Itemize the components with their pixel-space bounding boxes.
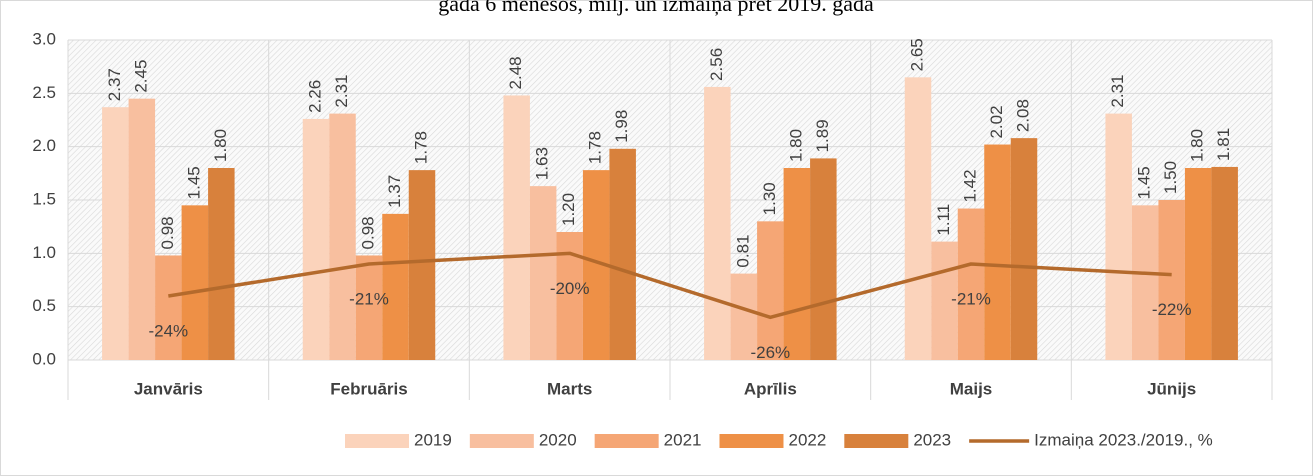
bar — [1010, 138, 1038, 360]
bar-value-label: 0.98 — [158, 216, 177, 249]
bar-value-label: 1.80 — [1188, 129, 1207, 162]
y-tick-label: 2.0 — [32, 136, 56, 155]
bar-value-label: 2.02 — [987, 105, 1006, 138]
bar-value-label: 1.50 — [1161, 161, 1180, 194]
line-value-label: -22% — [1152, 300, 1192, 319]
bar-value-label: 1.45 — [1135, 166, 1154, 199]
bar — [382, 213, 409, 360]
bar — [931, 241, 958, 360]
y-tick-label: 1.5 — [32, 189, 56, 208]
legend-swatch — [844, 434, 909, 448]
y-tick-label: 1.0 — [32, 243, 56, 262]
bar — [355, 255, 383, 360]
bar-value-label: 2.37 — [105, 68, 124, 101]
x-tick-label: Aprīlis — [744, 379, 797, 398]
x-tick-label: Maijs — [950, 379, 993, 398]
bar-value-label: 1.80 — [211, 129, 230, 162]
bar — [1211, 166, 1238, 360]
legend-label: 2021 — [664, 430, 702, 449]
line-value-label: -21% — [951, 289, 991, 308]
legend-swatch — [719, 434, 784, 448]
bar-value-label: 2.31 — [332, 75, 351, 108]
line-value-label: -24% — [148, 321, 188, 340]
bar-value-label: 1.30 — [760, 182, 779, 215]
bar-value-label: 1.42 — [960, 169, 979, 202]
bar — [810, 158, 837, 360]
legend-swatch — [345, 434, 409, 448]
bar — [155, 255, 182, 360]
bar — [208, 168, 235, 360]
bar-value-label: 1.89 — [813, 119, 832, 152]
bar — [1158, 200, 1185, 360]
x-tick-label: Jūnijs — [1147, 379, 1196, 398]
bar — [529, 186, 557, 360]
legend-label: Izmaiņa 2023./2019., % — [1034, 430, 1213, 449]
bar — [1131, 205, 1159, 360]
line-value-label: -26% — [750, 343, 790, 362]
y-tick-label: 2.5 — [32, 83, 56, 102]
bar-value-label: 0.81 — [733, 235, 752, 268]
bar-value-label: 2.31 — [1108, 75, 1127, 108]
bar-value-label: 0.98 — [358, 216, 377, 249]
bar-value-label: 1.63 — [533, 147, 552, 180]
x-tick-label: Marts — [547, 379, 592, 398]
chart-title: gada 6 mēnešos, milj. un izmaiņa pret 20… — [438, 0, 874, 16]
bar — [128, 98, 156, 361]
bar-value-label: 2.56 — [707, 48, 726, 81]
x-tick-label: Februāris — [330, 379, 407, 398]
line-value-label: -21% — [349, 289, 389, 308]
y-tick-label: 0.5 — [32, 296, 56, 315]
legend-label: 2022 — [788, 430, 826, 449]
bar — [904, 77, 932, 360]
bar-value-label: 1.98 — [612, 110, 631, 143]
bar-value-label: 1.20 — [559, 193, 578, 226]
bar — [984, 144, 1011, 360]
bar — [408, 170, 436, 360]
bar-value-label: 1.11 — [934, 204, 953, 236]
line — [168, 251, 1172, 320]
y-tick-label: 3.0 — [32, 29, 56, 48]
bar-value-label: 2.65 — [907, 38, 926, 71]
bar-value-label: 2.48 — [506, 56, 525, 89]
bar — [302, 118, 330, 360]
bar — [957, 208, 985, 360]
y-tick-label: 0.0 — [32, 349, 56, 368]
bar — [1184, 168, 1212, 360]
bar — [783, 168, 811, 360]
legend-swatch — [469, 434, 534, 448]
bar-value-label: 1.78 — [586, 131, 605, 164]
legend-label: 2020 — [539, 430, 577, 449]
bar-value-label: 2.45 — [131, 60, 150, 93]
bar — [730, 273, 758, 360]
bar-value-label: 1.45 — [184, 166, 203, 199]
bar-value-label: 1.78 — [411, 131, 430, 164]
bar-value-label: 2.26 — [305, 80, 324, 113]
bar — [503, 95, 530, 360]
bar — [757, 221, 784, 360]
legend-swatch — [594, 434, 659, 448]
bar — [609, 148, 636, 360]
bar-value-label: 1.81 — [1214, 128, 1233, 161]
bar — [102, 107, 129, 360]
bar-value-label: 2.08 — [1013, 99, 1032, 132]
x-tick-label: Janvāris — [134, 379, 203, 398]
bar — [181, 205, 209, 360]
bar — [1105, 113, 1132, 360]
line-value-label: -20% — [550, 279, 590, 298]
bar-value-label: 1.37 — [385, 175, 404, 208]
bar — [329, 113, 356, 360]
bar-value-label: 1.80 — [786, 129, 805, 162]
legend-label: 2019 — [414, 430, 452, 449]
legend-label: 2023 — [913, 430, 951, 449]
bar — [704, 86, 731, 360]
